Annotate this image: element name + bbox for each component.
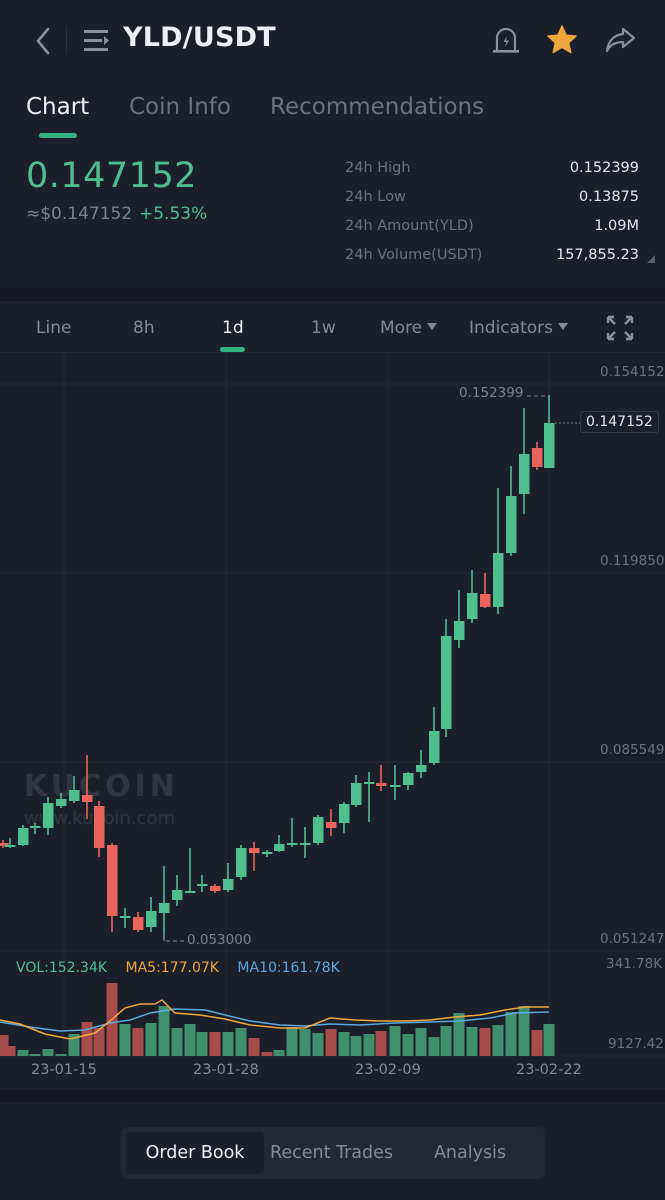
volume-axis-min: 9127.42 [608,1036,664,1052]
date-axis-label: 23-02-22 [516,1062,582,1078]
price-alert-button[interactable] [486,20,526,60]
price-axis-label: 0.085549 [600,742,665,758]
tab-coin-info[interactable]: Coin Info [129,94,231,120]
min-price-marker: 0.053000 [187,932,252,948]
section-divider [0,288,665,301]
stat-label: 24h Low [345,189,406,205]
active-tab-indicator [39,133,77,138]
max-price-marker: 0.152399 [459,385,524,401]
price-alert-icon [493,27,519,53]
date-axis-label: 23-02-09 [355,1062,421,1078]
fullscreen-button[interactable] [604,313,636,343]
price-axis-label: 0.154152 [600,364,665,380]
section-divider [0,1090,665,1102]
chart-canvas[interactable] [0,353,665,1093]
share-icon [605,27,636,53]
tab-recent-trades[interactable]: Recent Trades [269,1143,394,1163]
timeframe-line[interactable]: Line [36,318,72,338]
more-label: More [380,318,423,338]
indicators-label: Indicators [469,318,553,338]
pair-title[interactable]: YLD/USDT [123,22,276,53]
timeframe-8h[interactable]: 8h [133,318,155,338]
fiat-price: ≈$0.147152 [26,204,133,224]
ticker-panel: 0.147152 ≈$0.147152 +5.53% 24h High 0.15… [0,140,665,288]
stat-24h-volume[interactable]: 24h Volume(USDT) 157,855.23 [345,247,655,269]
stat-value: 0.152399 [569,160,639,176]
timeframe-1w[interactable]: 1w [311,318,336,338]
stat-value: 0.13875 [579,189,639,205]
corner-triangle-icon [647,255,655,263]
change-percent: +5.53% [139,204,208,224]
date-axis-label: 23-01-15 [31,1062,97,1078]
pair-list-button[interactable] [82,24,116,58]
favorite-button[interactable] [542,20,582,60]
ma10-value: MA10:161.78K [237,960,340,976]
back-button[interactable] [30,24,58,58]
share-button[interactable] [600,20,640,60]
main-tabs: Chart Coin Info Recommendations [0,82,665,140]
date-axis-label: 23-01-28 [193,1062,259,1078]
tab-recommendations[interactable]: Recommendations [270,94,485,120]
price-axis-label: 0.051247 [600,931,665,947]
caret-down-icon [557,323,568,330]
stat-24h-amount: 24h Amount(YLD) 1.09M [345,218,645,240]
current-price-tag: 0.147152 [580,411,659,433]
stat-label: 24h High [345,160,411,176]
top-bar: YLD/USDT [0,0,665,82]
bottom-segmented-tabs: Order Book Recent Trades Analysis [121,1127,545,1179]
volume-legend: VOL:152.34K MA5:177.07K MA10:161.78K [16,960,354,976]
stat-value: 1.09M [594,218,639,234]
stat-label: 24h Amount(YLD) [345,218,474,234]
ma5-value: MA5:177.07K [125,960,219,976]
indicators-dropdown[interactable]: Indicators [469,318,568,338]
price-axis-label: 0.119850 [600,553,665,569]
star-icon [547,25,577,54]
tab-order-book[interactable]: Order Book [126,1132,264,1174]
stat-label: 24h Volume(USDT) [345,247,483,263]
more-timeframes-dropdown[interactable]: More [380,318,438,338]
timeframe-1d[interactable]: 1d [222,318,244,338]
last-price: 0.147152 [26,156,198,196]
stat-value: 157,855.23 [555,247,639,263]
candlestick-chart[interactable]: KUCOIN www.kucoin.com 0.154152 0.119850 … [0,353,665,1093]
vol-value: VOL:152.34K [16,960,108,976]
stat-24h-low: 24h Low 0.13875 [345,189,645,211]
tab-analysis[interactable]: Analysis [433,1143,507,1163]
watermark-logo: KUCOIN [24,769,179,804]
chevron-left-icon [36,27,50,55]
tab-chart[interactable]: Chart [26,94,90,120]
active-timeframe-indicator [220,347,245,352]
stat-24h-high: 24h High 0.152399 [345,160,645,182]
chart-toolbar: Line 8h 1d 1w More Indicators [0,301,665,353]
header-divider [66,26,67,54]
volume-axis-max: 341.78K [606,956,663,972]
fullscreen-icon [606,315,634,341]
pair-list-icon [84,30,109,51]
caret-down-icon [427,323,438,330]
